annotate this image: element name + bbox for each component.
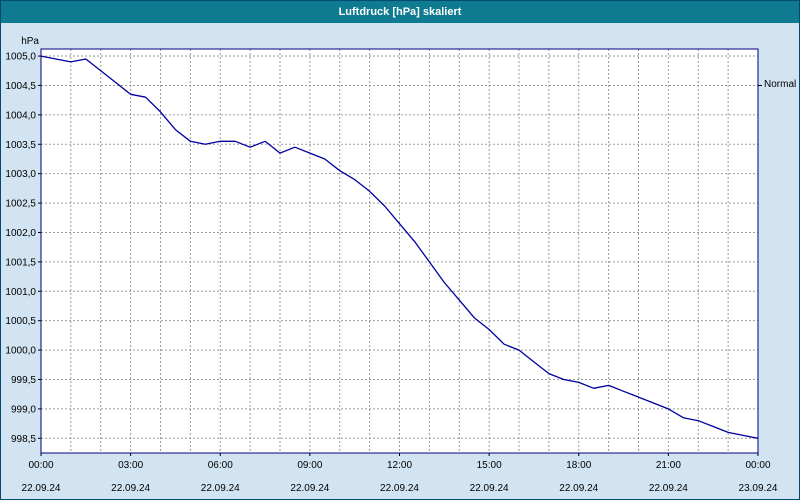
svg-text:1000,0: 1000,0 <box>5 346 36 357</box>
svg-text:06:00: 06:00 <box>208 460 233 471</box>
svg-text:1004,0: 1004,0 <box>5 110 36 121</box>
svg-text:1001,0: 1001,0 <box>5 287 36 298</box>
svg-text:15:00: 15:00 <box>477 460 502 471</box>
svg-text:999,0: 999,0 <box>11 404 36 415</box>
svg-text:1004,5: 1004,5 <box>5 81 36 92</box>
svg-text:09:00: 09:00 <box>297 460 322 471</box>
normal-reference-label: Normal <box>764 79 797 91</box>
svg-text:998,5: 998,5 <box>11 434 36 445</box>
svg-text:22.09.24: 22.09.24 <box>559 483 598 494</box>
y-axis-unit-label: hPa <box>21 36 39 47</box>
svg-text:03:00: 03:00 <box>118 460 143 471</box>
svg-text:00:00: 00:00 <box>745 460 770 471</box>
svg-text:12:00: 12:00 <box>387 460 412 471</box>
svg-text:22.09.24: 22.09.24 <box>380 483 419 494</box>
svg-text:1000,5: 1000,5 <box>5 316 36 327</box>
svg-text:1003,5: 1003,5 <box>5 140 36 151</box>
svg-text:00:00: 00:00 <box>28 460 53 471</box>
svg-text:18:00: 18:00 <box>566 460 591 471</box>
svg-text:1005,0: 1005,0 <box>5 52 36 63</box>
svg-text:1003,0: 1003,0 <box>5 169 36 180</box>
window-titlebar: Luftdruck [hPa] skaliert <box>1 1 799 23</box>
svg-text:1002,5: 1002,5 <box>5 199 36 210</box>
svg-text:22.09.24: 22.09.24 <box>290 483 329 494</box>
svg-text:22.09.24: 22.09.24 <box>470 483 509 494</box>
svg-text:23.09.24: 23.09.24 <box>739 483 778 494</box>
svg-text:1001,5: 1001,5 <box>5 257 36 268</box>
svg-text:22.09.24: 22.09.24 <box>201 483 240 494</box>
svg-text:22.09.24: 22.09.24 <box>649 483 688 494</box>
svg-text:22.09.24: 22.09.24 <box>22 483 61 494</box>
window-title: Luftdruck [hPa] skaliert <box>338 6 462 18</box>
svg-text:1002,0: 1002,0 <box>5 228 36 239</box>
svg-text:999,5: 999,5 <box>11 375 36 386</box>
svg-text:21:00: 21:00 <box>656 460 681 471</box>
svg-text:22.09.24: 22.09.24 <box>111 483 150 494</box>
